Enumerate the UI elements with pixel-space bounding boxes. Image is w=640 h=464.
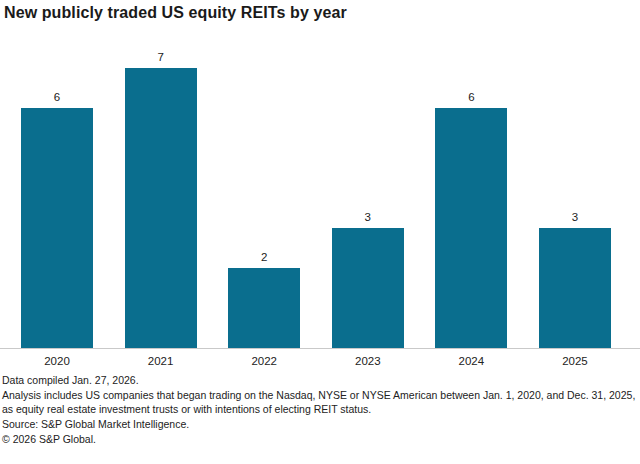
footnote-copyright: © 2026 S&P Global. [2, 433, 636, 447]
bar-column-2024: 6 [435, 92, 507, 349]
footnote-source: Source: S&P Global Market Intelligence. [2, 418, 636, 432]
x-axis-label-2023: 2023 [332, 355, 404, 367]
bar-value-label: 2 [261, 252, 267, 264]
footnote-analysis: Analysis includes US companies that bega… [2, 389, 636, 416]
bar-column-2022: 2 [228, 252, 300, 349]
bar-value-label: 3 [572, 212, 578, 224]
bar-2025 [539, 228, 611, 348]
footnote-data-compiled: Data compiled Jan. 27, 2026. [2, 374, 636, 388]
bar-value-label: 6 [54, 92, 60, 104]
x-axis-label-2020: 2020 [21, 355, 93, 367]
bar-value-label: 7 [157, 52, 163, 64]
x-axis-labels: 2020 2021 2022 2023 2024 2025 [0, 355, 640, 367]
x-axis-label-2024: 2024 [435, 355, 507, 367]
bar-value-label: 3 [365, 212, 371, 224]
chart-title: New publicly traded US equity REITs by y… [4, 4, 347, 22]
bar-2021 [125, 68, 197, 348]
bar-chart: 6 7 2 3 6 3 2 [0, 53, 640, 367]
bar-2022 [228, 268, 300, 348]
bar-column-2021: 7 [125, 52, 197, 349]
x-axis-label-2021: 2021 [125, 355, 197, 367]
bar-column-2025: 3 [539, 212, 611, 349]
chart-page: New publicly traded US equity REITs by y… [0, 0, 640, 464]
bar-2023 [332, 228, 404, 348]
bar-2020 [21, 108, 93, 348]
bar-column-2023: 3 [332, 212, 404, 349]
bar-value-label: 6 [468, 92, 474, 104]
x-axis-label-2025: 2025 [539, 355, 611, 367]
bar-column-2020: 6 [21, 92, 93, 349]
bar-2024 [435, 108, 507, 348]
plot-area: 6 7 2 3 6 3 [0, 53, 640, 349]
chart-footnotes: Data compiled Jan. 27, 2026. Analysis in… [2, 374, 636, 448]
x-axis-label-2022: 2022 [228, 355, 300, 367]
